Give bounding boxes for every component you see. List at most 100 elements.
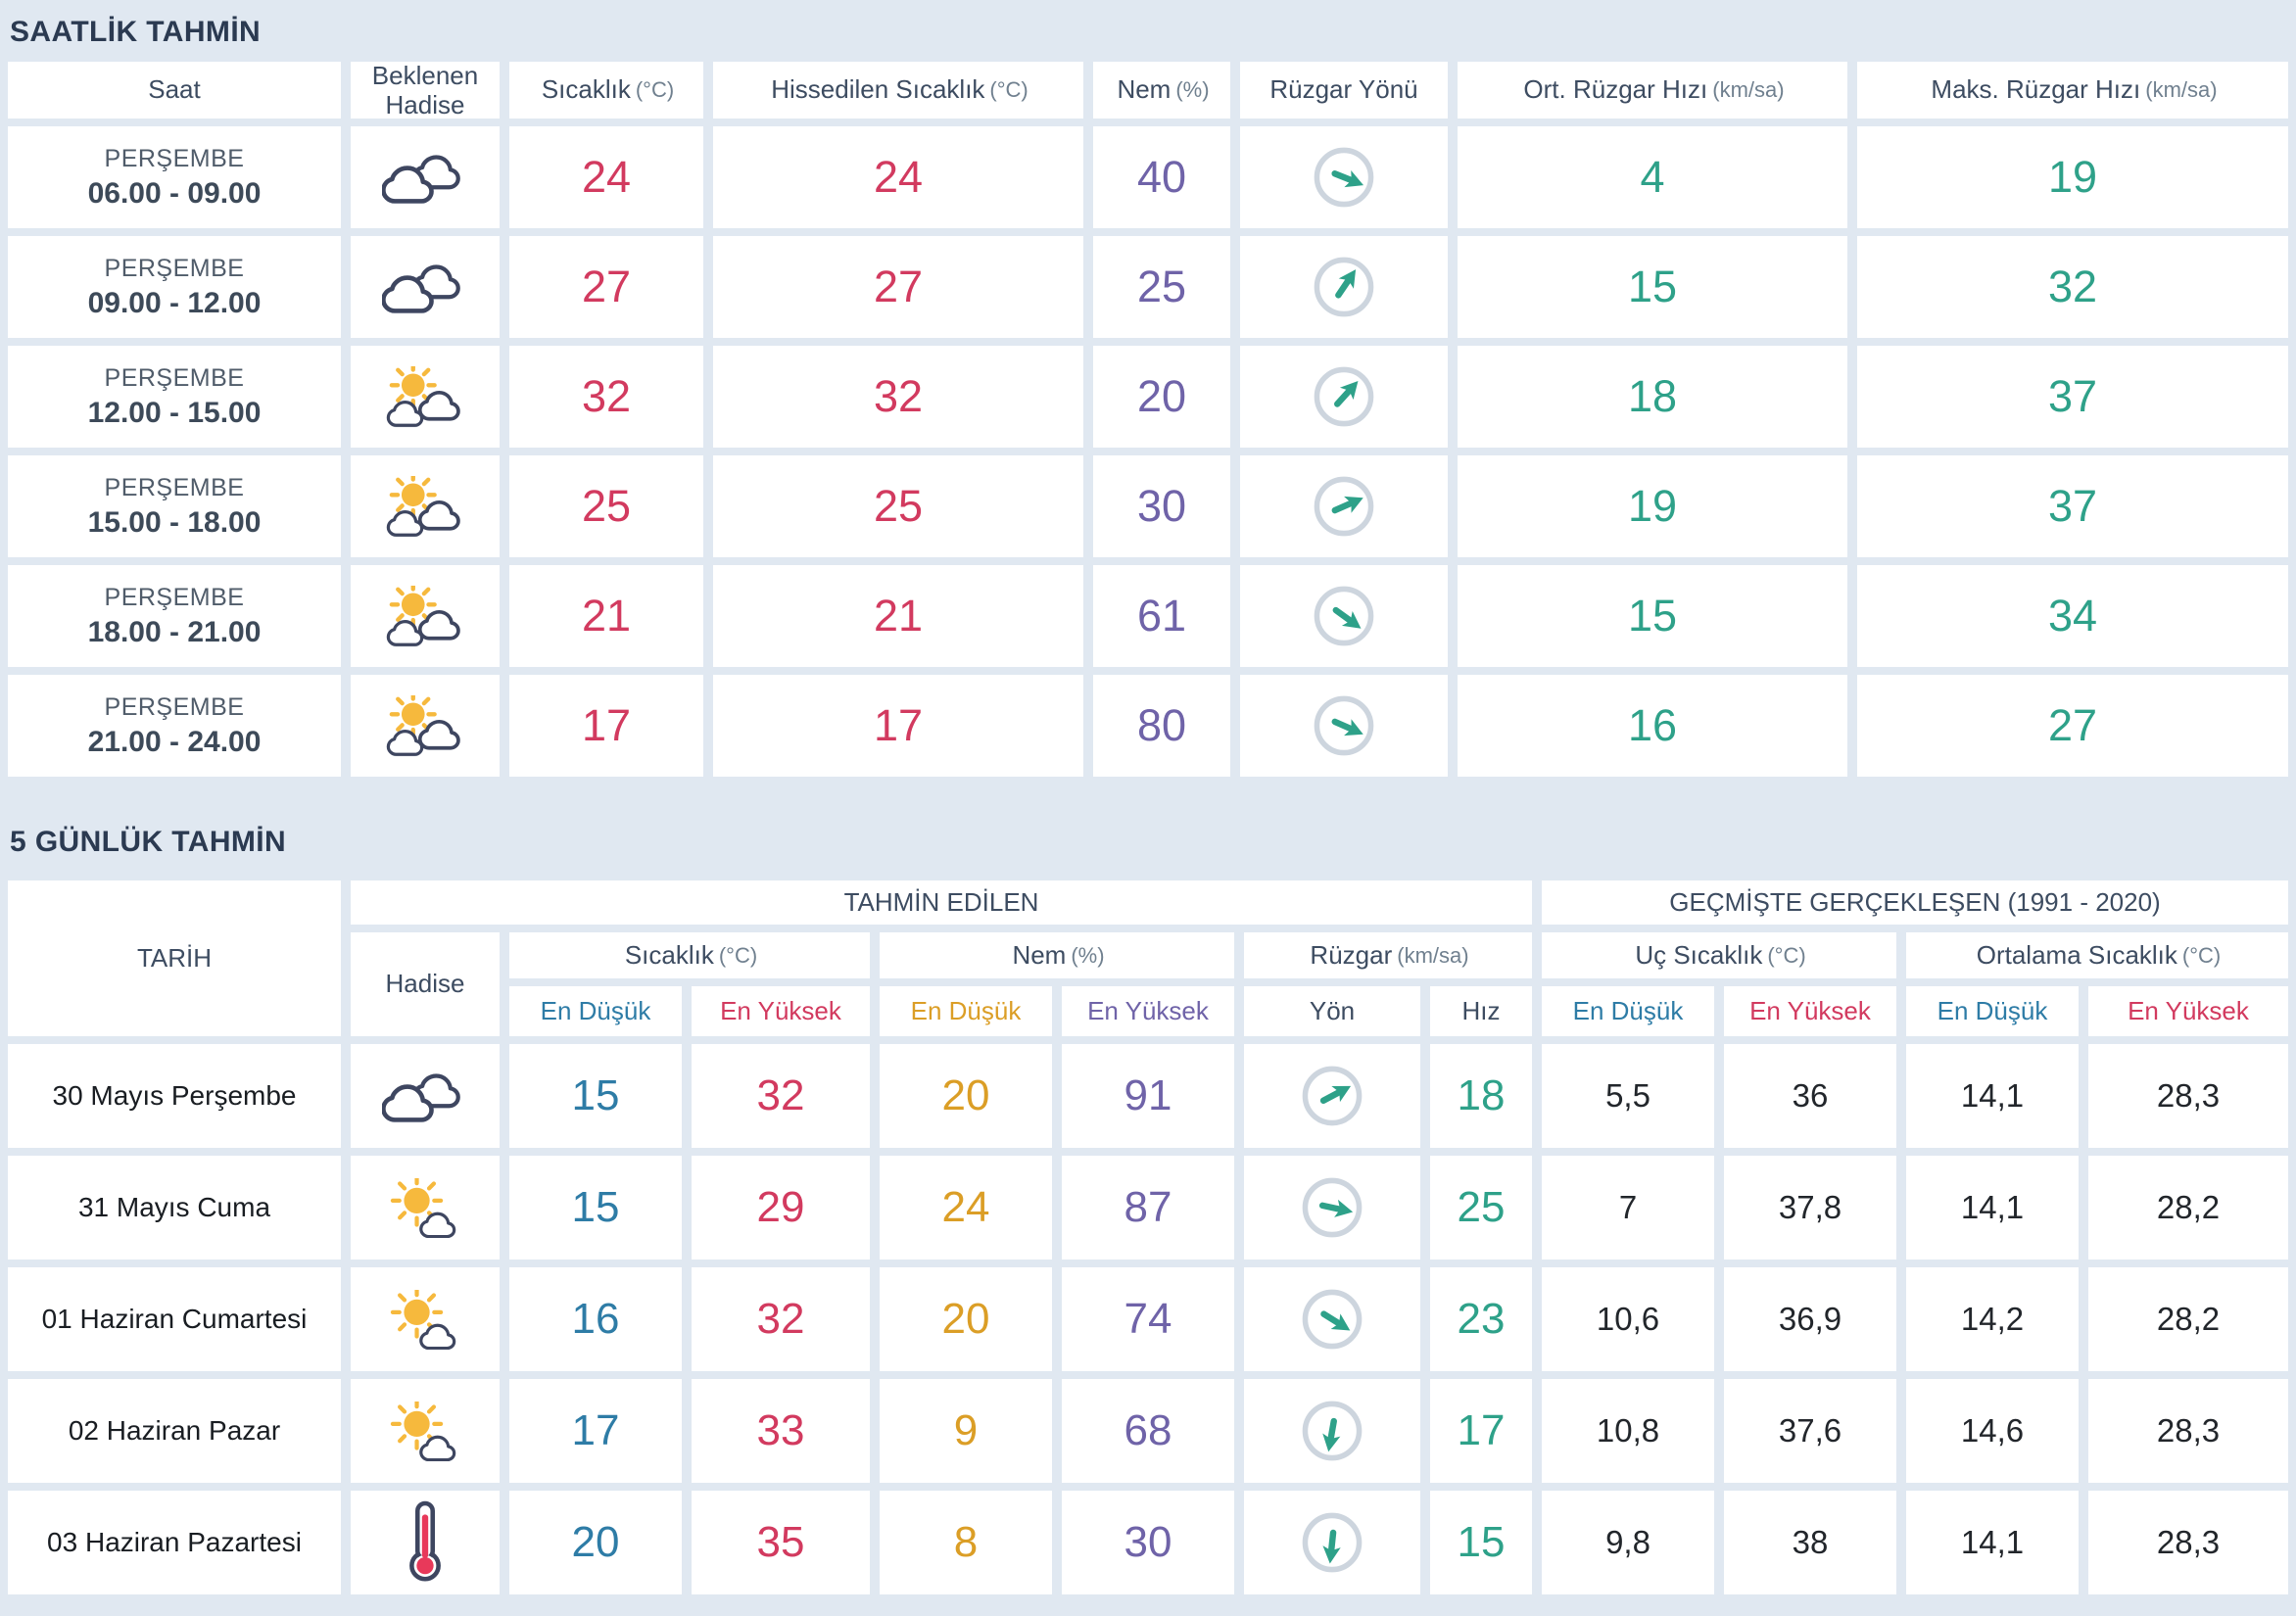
daily-sub-yon: Yön <box>1244 986 1420 1036</box>
temperature-cell: 27 <box>509 236 703 338</box>
wind-direction-icon <box>1299 1398 1365 1464</box>
feels-like-cell: 21 <box>713 565 1083 667</box>
max-wind-speed-cell: 37 <box>1857 455 2288 557</box>
partly-cloudy-icon <box>384 694 466 757</box>
daily-section-title: 5 GÜNLÜK TAHMİN <box>10 826 287 858</box>
daily-group-tahmin-edilen: TAHMİN EDİLEN <box>351 880 1532 925</box>
day-label: PERŞEMBE <box>104 692 245 721</box>
temperature-cell: 25 <box>509 455 703 557</box>
wind-direction-icon <box>1299 1286 1365 1353</box>
wind-direction-cell <box>1240 455 1448 557</box>
cloudy-icon <box>382 151 468 205</box>
partly-cloudy-icon <box>384 365 466 428</box>
wind-speed-cell: 17 <box>1430 1379 1532 1483</box>
day-label: PERŞEMBE <box>104 363 245 392</box>
feels-like-cell: 25 <box>713 455 1083 557</box>
wind-direction-cell <box>1240 346 1448 448</box>
average-min-cell: 14,2 <box>1906 1267 2079 1371</box>
humidity-max-cell: 68 <box>1062 1379 1234 1483</box>
daily-sub-extreme-min: En Düşük <box>1542 986 1714 1036</box>
wind-speed-cell: 15 <box>1430 1491 1532 1594</box>
temp-max-cell: 35 <box>692 1491 870 1594</box>
hourly-col-ruzgar-yonu: Rüzgar Yönü <box>1240 62 1448 119</box>
average-max-cell: 28,2 <box>2088 1267 2288 1371</box>
average-min-cell: 14,1 <box>1906 1156 2079 1260</box>
max-wind-speed-cell: 19 <box>1857 126 2288 228</box>
time-range-label: 06.00 - 09.00 <box>87 176 262 210</box>
temp-min-cell: 17 <box>509 1379 682 1483</box>
hour-range-cell: PERŞEMBE 21.00 - 24.00 <box>8 675 341 777</box>
feels-like-cell: 17 <box>713 675 1083 777</box>
average-max-cell: 28,3 <box>2088 1491 2288 1594</box>
temp-min-cell: 15 <box>509 1044 682 1148</box>
humidity-cell: 30 <box>1093 455 1230 557</box>
partly-cloudy-icon <box>384 585 466 647</box>
temp-max-cell: 32 <box>692 1044 870 1148</box>
event-icon-cell <box>351 1267 500 1371</box>
feels-like-cell: 27 <box>713 236 1083 338</box>
date-cell: 03 Haziran Pazartesi <box>8 1491 341 1594</box>
average-min-cell: 14,1 <box>1906 1044 2079 1148</box>
wind-direction-icon <box>1311 692 1377 759</box>
daily-sub-temp-min: En Düşük <box>509 986 682 1036</box>
max-wind-speed-cell: 34 <box>1857 565 2288 667</box>
average-max-cell: 28,2 <box>2088 1156 2288 1260</box>
wind-direction-icon <box>1311 583 1377 649</box>
daily-group-sicaklik: Sıcaklık (°C) <box>509 932 870 978</box>
hourly-forecast-table: Saat Beklenen Hadise Sıcaklık (°C) Hissed… <box>0 61 2296 777</box>
average-min-cell: 14,1 <box>1906 1491 2079 1594</box>
feels-like-cell: 32 <box>713 346 1083 448</box>
humidity-max-cell: 74 <box>1062 1267 1234 1371</box>
daily-sub-average-max: En Yüksek <box>2088 986 2288 1036</box>
wind-speed-cell: 23 <box>1430 1267 1532 1371</box>
avg-wind-speed-cell: 16 <box>1458 675 1847 777</box>
humidity-cell: 20 <box>1093 346 1230 448</box>
wind-direction-cell <box>1244 1044 1420 1148</box>
daily-sub-extreme-max: En Yüksek <box>1724 986 1896 1036</box>
temp-min-cell: 16 <box>509 1267 682 1371</box>
expected-event-cell <box>351 565 500 667</box>
humidity-min-cell: 20 <box>880 1267 1052 1371</box>
daily-forecast-section: 5 GÜNLÜK TAHMİN TARİH TAHMİN EDİLEN GEÇM… <box>0 777 2296 1594</box>
daily-sub-humidity-max: En Yüksek <box>1062 986 1234 1036</box>
humidity-cell: 25 <box>1093 236 1230 338</box>
hourly-section-title: SAATLİK TAHMİN <box>10 16 262 48</box>
partly-cloudy-icon <box>384 475 466 538</box>
wind-direction-icon <box>1299 1063 1365 1129</box>
temp-max-cell: 29 <box>692 1156 870 1260</box>
temp-max-cell: 33 <box>692 1379 870 1483</box>
extreme-min-cell: 10,8 <box>1542 1379 1714 1483</box>
humidity-max-cell: 91 <box>1062 1044 1234 1148</box>
extreme-max-cell: 38 <box>1724 1491 1896 1594</box>
extreme-min-cell: 10,6 <box>1542 1267 1714 1371</box>
daily-col-tarih: TARİH <box>8 880 341 1036</box>
wind-direction-icon <box>1299 1174 1365 1241</box>
hourly-col-hissedilen-sicaklik: Hissedilen Sıcaklık (°C) <box>713 62 1083 119</box>
daily-group-ortalama-sicaklik: Ortalama Sıcaklık (°C) <box>1906 932 2288 978</box>
avg-wind-speed-cell: 18 <box>1458 346 1847 448</box>
avg-wind-speed-cell: 15 <box>1458 236 1847 338</box>
daily-group-gecmiste-gerceklesen: GEÇMİŞTE GERÇEKLEŞEN (1991 - 2020) <box>1542 880 2288 925</box>
extreme-max-cell: 36 <box>1724 1044 1896 1148</box>
average-max-cell: 28,3 <box>2088 1044 2288 1148</box>
wind-direction-icon <box>1299 1509 1365 1576</box>
wind-direction-cell <box>1244 1379 1420 1483</box>
cloudy-icon <box>382 261 468 314</box>
mostly-sunny-icon <box>385 1289 465 1350</box>
max-wind-speed-cell: 27 <box>1857 675 2288 777</box>
day-label: PERŞEMBE <box>104 254 245 282</box>
daily-sub-temp-max: En Yüksek <box>692 986 870 1036</box>
daily-group-uc-sicaklik: Uç Sıcaklık (°C) <box>1542 932 1896 978</box>
humidity-min-cell: 24 <box>880 1156 1052 1260</box>
temperature-cell: 21 <box>509 565 703 667</box>
avg-wind-speed-cell: 19 <box>1458 455 1847 557</box>
extreme-max-cell: 36,9 <box>1724 1267 1896 1371</box>
expected-event-cell <box>351 236 500 338</box>
event-icon-cell <box>351 1491 500 1594</box>
daily-group-ruzgar: Rüzgar (km/sa) <box>1244 932 1532 978</box>
wind-speed-cell: 25 <box>1430 1156 1532 1260</box>
event-icon-cell <box>351 1156 500 1260</box>
wind-speed-cell: 18 <box>1430 1044 1532 1148</box>
wind-direction-cell <box>1240 565 1448 667</box>
